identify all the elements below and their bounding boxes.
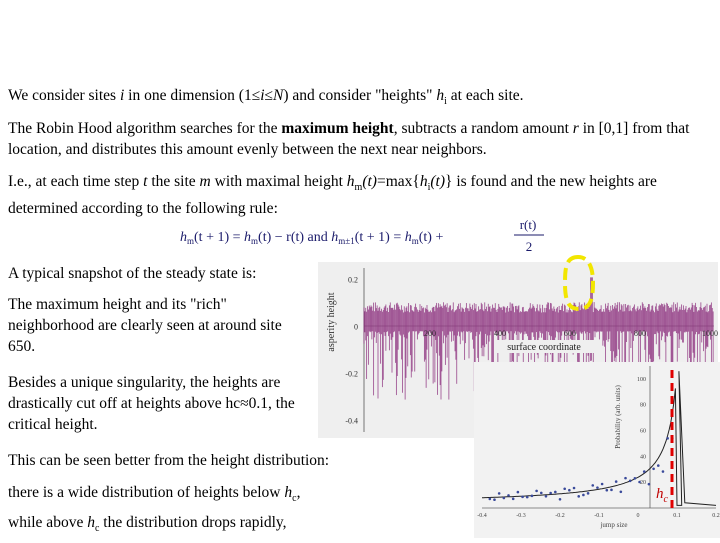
- distribution-y-tick-label: 80: [640, 403, 646, 409]
- distribution-point: [568, 488, 571, 492]
- distribution-point: [656, 464, 660, 467]
- distribution-point: [493, 498, 496, 502]
- distribution-point: [642, 470, 646, 473]
- snapshot-x-tick-label: 400: [494, 329, 506, 338]
- distribution-figure: Probability (arb. units) -0.4 -0.3 -0.2 -0.…: [474, 362, 720, 538]
- distribution-x-ticks: -0.4 -0.3 -0.2 -0.1 0 0.1 0.2: [477, 513, 720, 519]
- distribution-y-tick-label: 60: [640, 429, 646, 435]
- distribution-point: [525, 495, 529, 499]
- distribution-point: [502, 496, 506, 500]
- distribution-point: [544, 494, 548, 498]
- distribution-y-ticks: 20 40 60 80 100: [637, 377, 646, 486]
- distribution-point: [610, 488, 613, 492]
- distribution-point: [628, 479, 632, 483]
- peak-highlight-marker: [562, 254, 596, 312]
- distribution-point: [624, 476, 627, 480]
- snapshot-x-tick-label: 800: [634, 329, 646, 338]
- snapshot-x-tick-label: 600: [564, 329, 576, 338]
- snapshot-ylabel: asperity height: [326, 292, 337, 351]
- distribution-x-tick-label: 0.1: [673, 513, 681, 519]
- distribution-point: [521, 495, 524, 499]
- distribution-point: [619, 490, 623, 494]
- distribution-point: [614, 480, 618, 483]
- update-rule-equation: hm(t + 1) = hm(t) − r(t) and hm±1(t + 1)…: [178, 214, 558, 258]
- snapshot-x-tick-label: 1000: [702, 329, 718, 338]
- distribution-x-tick-label: 0.2: [712, 513, 720, 519]
- snapshot-y-tick-label: 0.2: [348, 276, 358, 285]
- distribution-x-tick-label: -0.4: [477, 513, 487, 519]
- distribution-point: [554, 490, 557, 494]
- distribution-y-tick-label: 100: [637, 377, 646, 383]
- distribution-point: [647, 482, 651, 486]
- distribution-point: [661, 470, 665, 473]
- distribution-y-tick-label: 40: [640, 454, 646, 460]
- distribution-xlabel: jump size: [599, 521, 627, 529]
- paragraph-wide-distribution: there is a wide distribution of heights …: [8, 484, 301, 505]
- snapshot-y-tick-label: -0.2: [345, 369, 358, 378]
- distribution-point: [539, 491, 543, 495]
- distribution-point: [535, 489, 538, 493]
- distribution-point: [582, 493, 585, 497]
- paragraph-snapshot: A typical snapshot of the steady state i…: [8, 265, 257, 282]
- distribution-point: [549, 491, 552, 495]
- distribution-point: [652, 467, 655, 471]
- distribution-ylabel: Probability (arb. units): [614, 385, 622, 449]
- distribution-point: [563, 487, 566, 491]
- distribution-point: [591, 484, 595, 487]
- distribution-fit-curve: [482, 371, 717, 506]
- paragraph-drops: while above hc the distribution drops ra…: [8, 514, 287, 535]
- distribution-point: [633, 477, 637, 480]
- paragraph-rule: I.e., at each time step t the site m wit…: [8, 173, 657, 218]
- distribution-point: [530, 494, 534, 498]
- paragraph-algorithm: The Robin Hood algorithm searches for th…: [8, 120, 690, 158]
- paragraph-distribution-intro: This can be seen better from the height …: [8, 452, 330, 469]
- distribution-point: [586, 492, 590, 495]
- critical-height-label: hc: [656, 486, 669, 505]
- distribution-x-tick-label: -0.3: [516, 513, 526, 519]
- paragraph-maximum: The maximum height and its "rich" neighb…: [8, 296, 282, 355]
- distribution-y-tick-label: 20: [640, 480, 646, 486]
- distribution-point: [577, 495, 581, 498]
- distribution-point: [497, 492, 501, 495]
- distribution-point: [558, 497, 562, 501]
- equation-denominator: 2: [526, 239, 533, 254]
- snapshot-x-tick-label: 200: [424, 329, 436, 338]
- equation-numerator: r(t): [520, 217, 537, 232]
- snapshot-y-ticks: 0.2 0 -0.2 -0.4: [345, 276, 358, 426]
- distribution-point: [511, 497, 515, 501]
- distribution-point: [516, 490, 520, 494]
- paragraph-sites: We consider sites i in one dimension (1≤…: [8, 87, 524, 108]
- distribution-point: [600, 482, 604, 486]
- equation-part-1: hm(t + 1) = hm(t) − r(t) and hm±1(t + 1)…: [180, 230, 443, 246]
- snapshot-x-ticks: 200 400 600 800 1000: [424, 329, 718, 338]
- distribution-point: [638, 480, 641, 484]
- paragraph-singularity: Besides a unique singularity, the height…: [8, 374, 295, 433]
- snapshot-xlabel-bg: [494, 340, 594, 353]
- distribution-x-tick-label: -0.2: [555, 513, 565, 519]
- distribution-point: [605, 488, 609, 492]
- snapshot-y-tick-label: 0: [354, 323, 358, 332]
- distribution-x-tick-label: 0: [637, 513, 640, 519]
- snapshot-y-tick-label: -0.4: [345, 416, 358, 425]
- distribution-point: [596, 486, 599, 489]
- distribution-x-tick-label: -0.1: [594, 513, 604, 519]
- snapshot-xlabel: surface coordinate: [507, 342, 581, 353]
- distribution-point: [572, 486, 576, 490]
- distribution-point: [666, 437, 669, 440]
- distribution-point: [488, 497, 492, 501]
- distribution-point: [507, 494, 510, 497]
